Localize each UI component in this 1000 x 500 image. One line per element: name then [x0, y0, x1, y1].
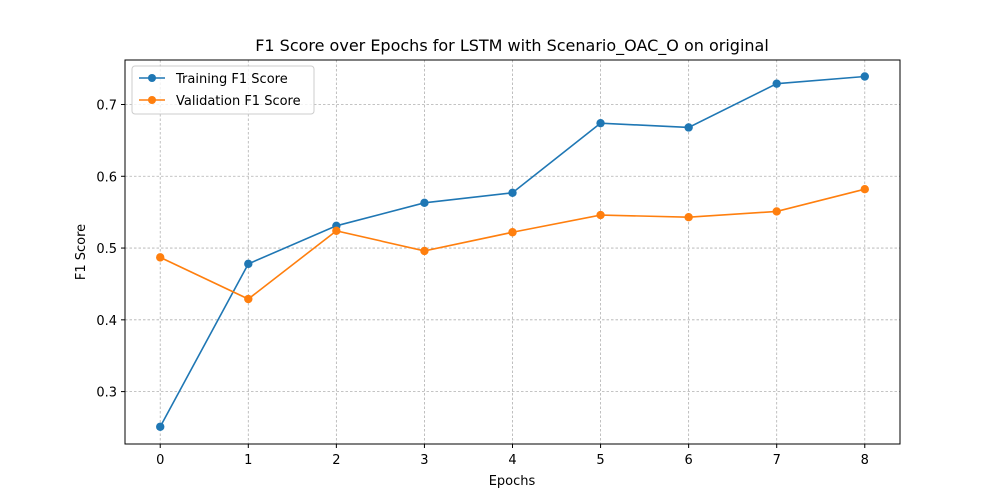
data-point-training — [420, 198, 429, 208]
data-point-training — [772, 79, 781, 88]
data-point-validation — [420, 246, 429, 256]
x-tick-label: 7 — [773, 453, 781, 468]
data-point-validation — [596, 210, 605, 220]
legend-label-validation: Validation F1 Score — [176, 94, 301, 109]
data-point-training — [684, 123, 693, 132]
data-point-validation — [684, 212, 693, 222]
data-point-training — [156, 422, 165, 431]
x-tick-label: 1 — [244, 453, 252, 468]
data-point-training — [596, 118, 605, 128]
data-point-training — [860, 72, 869, 81]
data-point-training — [244, 259, 253, 269]
data-point-validation — [244, 294, 253, 304]
series-layer — [156, 72, 869, 431]
data-point-validation — [860, 184, 869, 194]
y-tick-label: 0.3 — [96, 386, 117, 401]
x-tick-label: 5 — [596, 453, 604, 468]
grid — [125, 60, 900, 444]
x-tick-label: 4 — [508, 453, 516, 468]
legend-label-training: Training F1 Score — [175, 72, 288, 87]
y-tick-label: 0.7 — [96, 99, 117, 114]
x-tick-label: 6 — [684, 453, 692, 468]
data-point-training — [508, 188, 517, 197]
legend-box — [131, 65, 315, 115]
y-tick-label: 0.4 — [96, 314, 117, 329]
legend: Training F1 Score Validation F1 Score — [131, 65, 315, 115]
data-point-validation — [332, 226, 341, 236]
y-tick-label: 0.6 — [96, 170, 117, 185]
x-tick-label: 8 — [861, 453, 869, 468]
x-axis-label: Epochs — [489, 474, 536, 489]
x-tick-label: 2 — [332, 453, 340, 468]
x-axis: 0 1 2 3 4 5 6 7 8 — [156, 444, 869, 468]
data-point-validation — [772, 207, 781, 216]
chart-title: F1 Score over Epochs for LSTM with Scena… — [255, 36, 769, 56]
y-axis-label: F1 Score — [74, 224, 89, 280]
x-tick-label: 0 — [156, 453, 164, 468]
x-tick-label: 3 — [420, 453, 428, 468]
legend-marker-validation — [148, 96, 156, 104]
y-tick-label: 0.5 — [96, 242, 117, 257]
data-point-validation — [156, 253, 165, 262]
legend-marker-training — [148, 74, 156, 82]
data-point-validation — [508, 228, 517, 237]
y-axis: 0.3 0.4 0.5 0.6 0.7 — [96, 99, 125, 401]
